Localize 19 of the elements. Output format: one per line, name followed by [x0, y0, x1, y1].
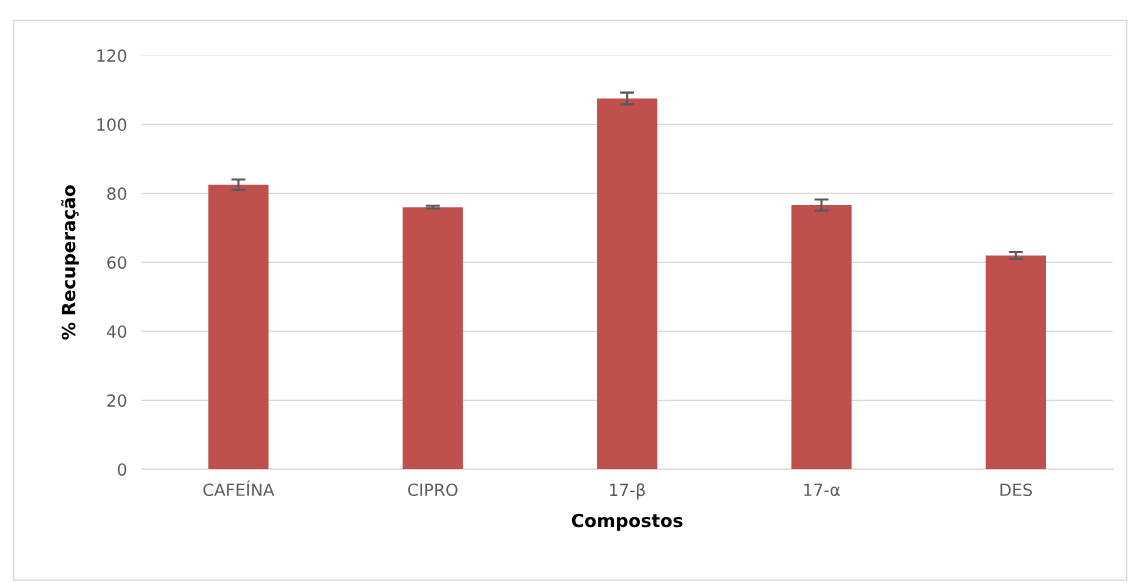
- y-tick-label: 40: [106, 325, 127, 338]
- y-tick-label: 80: [107, 187, 127, 200]
- x-tick-label: 17-α: [804, 483, 840, 497]
- bar: [208, 184, 269, 470]
- x-tick-label: DES: [1000, 483, 1032, 497]
- x-axis-title: Compostos: [571, 513, 683, 531]
- bar: [402, 207, 463, 470]
- bar: [597, 98, 658, 470]
- bar: [791, 205, 852, 470]
- y-tick-label: 20: [107, 394, 127, 407]
- x-tick-label: 17-β: [610, 483, 645, 500]
- x-tick-label: CAFEÍNA: [203, 480, 275, 497]
- y-tick-label: 120: [97, 49, 127, 62]
- y-tick-label: 60: [107, 256, 127, 269]
- y-tick-label: 100: [97, 118, 127, 131]
- x-tick-label: CIPRO: [408, 483, 458, 497]
- bar: [985, 255, 1046, 470]
- y-tick-label: 0: [117, 463, 127, 476]
- y-axis-title: % Recuperação: [61, 185, 79, 340]
